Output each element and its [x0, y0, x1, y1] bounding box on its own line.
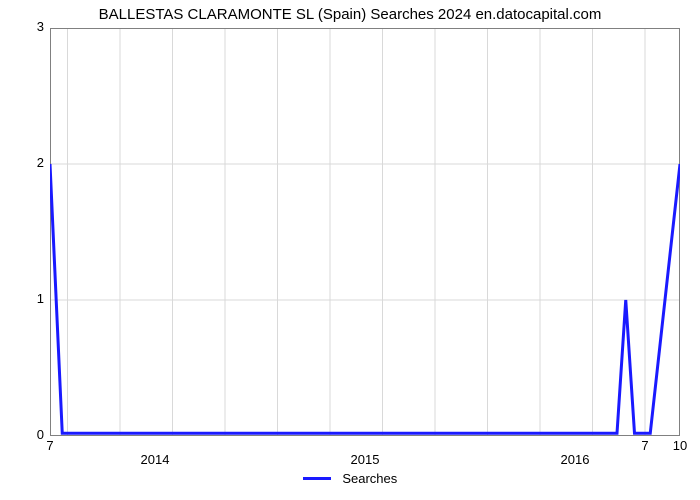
- chart-title: BALLESTAS CLARAMONTE SL (Spain) Searches…: [0, 6, 700, 23]
- x-tick-label: 2014: [125, 452, 185, 467]
- y-tick-label: 1: [20, 291, 44, 306]
- legend-label: Searches: [342, 471, 397, 486]
- chart-legend: Searches: [0, 470, 700, 486]
- chart-plot-area: [50, 28, 680, 436]
- y-tick-label: 3: [20, 19, 44, 34]
- x-tick-label: 2016: [545, 452, 605, 467]
- legend-swatch: [303, 477, 331, 480]
- y-tick-label: 0: [20, 427, 44, 442]
- x-tick-label: 10: [650, 438, 700, 453]
- x-tick-label: 2015: [335, 452, 395, 467]
- y-tick-label: 2: [20, 155, 44, 170]
